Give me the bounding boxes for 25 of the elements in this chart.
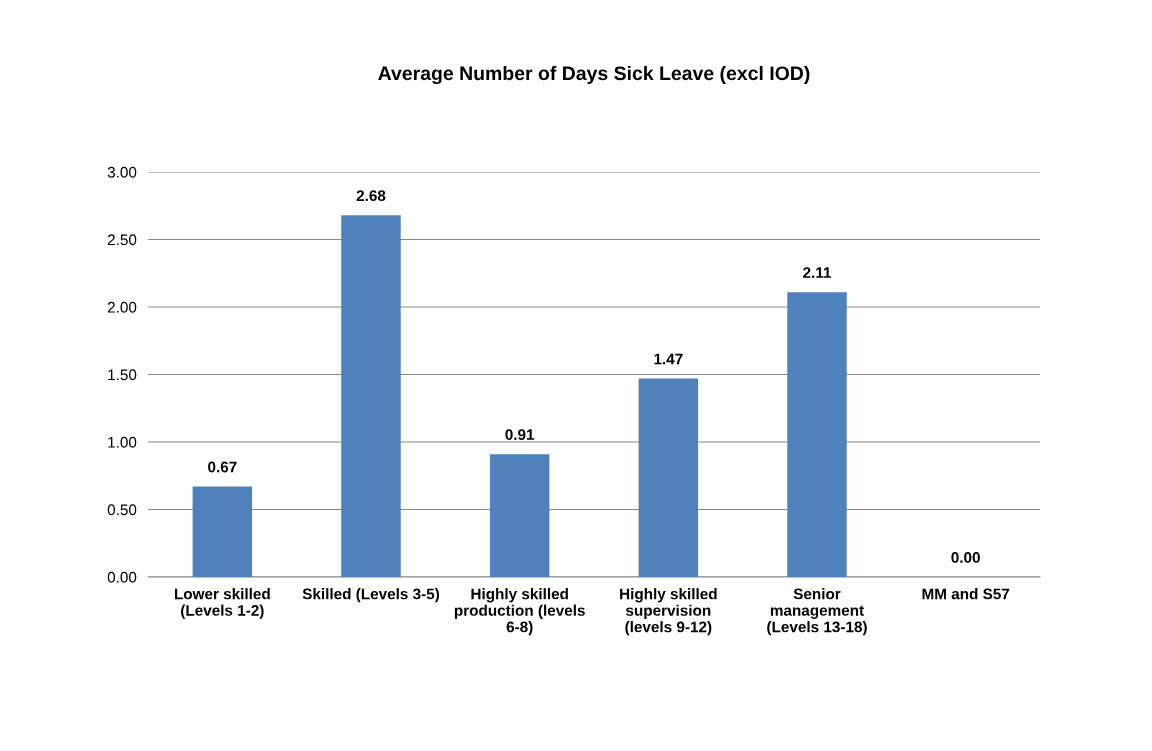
x-tick-label: Senior management (Levels 13-18): [767, 588, 867, 636]
data-label: 0.67: [208, 461, 237, 473]
chart-title: Average Number of Days Sick Leave (excl IOD): [378, 65, 810, 85]
x-tick-label: Lower skilled (Levels 1-2): [174, 588, 270, 619]
data-label: 0.00: [951, 552, 980, 563]
y-tick-label: 1.50: [108, 369, 137, 381]
y-tick-label: 1.00: [108, 436, 137, 448]
x-tick-label: Highly skilled production (levels 6-8): [454, 588, 585, 636]
y-tick-label: 0.50: [107, 504, 137, 516]
y-tick-label: 0.00: [107, 571, 137, 583]
y-tick-label: 2.50: [107, 234, 137, 246]
bar: [192, 486, 253, 577]
data-label: 2.11: [803, 267, 832, 278]
x-tick-label: MM and S57: [922, 588, 1010, 600]
y-tick-label: 3.00: [107, 166, 137, 178]
x-tick-label: Skilled (Levels 3-5): [302, 588, 440, 603]
y-tick-label: 2.00: [107, 301, 137, 313]
bar: [341, 215, 401, 577]
bar: [638, 378, 699, 577]
data-label: 0.91: [505, 429, 535, 441]
data-label: 2.68: [356, 190, 386, 202]
data-label: 1.47: [654, 353, 683, 365]
x-tick-label: Highly skilled supervision (levels 9-12): [620, 588, 717, 636]
bar: [489, 454, 550, 577]
bar: [787, 292, 847, 577]
